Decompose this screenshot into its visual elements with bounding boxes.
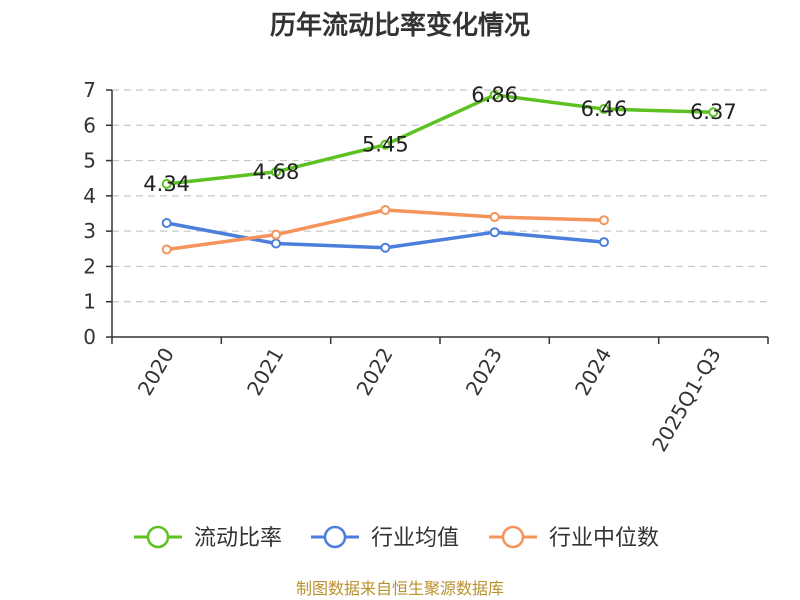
data-label: 6.46: [581, 97, 628, 121]
legend-item-1[interactable]: 流动比率: [134, 525, 282, 551]
data-label: 4.68: [253, 160, 300, 184]
y-tick-label: 3: [83, 219, 96, 243]
data-point: [161, 178, 172, 189]
axes: [106, 89, 769, 344]
x-tick-label: 2020: [133, 344, 179, 400]
data-point: [380, 139, 391, 150]
legend-label: 流动比率: [194, 526, 282, 551]
x-axis-ticks: 2020 2021 2022 2023 2024 2025Q1-Q3: [133, 343, 726, 455]
data-point: [271, 229, 281, 240]
data-point: [599, 104, 609, 115]
series-line-1: [166, 93, 714, 186]
data-point: [161, 218, 172, 229]
data-point: [271, 238, 281, 249]
y-tick-label: 0: [83, 325, 96, 349]
data-point: [489, 212, 500, 223]
data-point: [380, 204, 391, 215]
data-point: [161, 244, 172, 255]
legend[interactable]: 流动比率 行业均值 行业中位数: [134, 525, 659, 551]
y-tick-label: 4: [83, 184, 96, 208]
legend-label: 行业中位数: [549, 526, 659, 551]
data-point: [599, 237, 609, 248]
series-lines: [161, 89, 719, 255]
y-tick-label: 6: [83, 113, 96, 137]
data-point: [489, 89, 500, 100]
legend-item-2[interactable]: 行业均值: [311, 525, 459, 551]
chart-title: 历年流动比率变化情况: [270, 10, 530, 41]
data-point: [599, 215, 609, 226]
data-label: 5.45: [362, 133, 409, 157]
x-tick-label: 2023: [461, 343, 507, 399]
y-tick-label: 2: [83, 254, 96, 278]
x-tick-label: 2024: [570, 344, 616, 400]
legend-marker: [146, 525, 170, 549]
y-tick-label: 5: [83, 149, 96, 173]
data-label: 6.37: [690, 100, 737, 124]
y-tick-label: 1: [83, 290, 96, 314]
legend-item-3[interactable]: 行业中位数: [489, 525, 659, 551]
legend-marker: [323, 525, 347, 549]
x-tick-label: 2022: [351, 344, 397, 400]
data-label: 4.34: [143, 172, 190, 196]
x-tick-label: 2021: [242, 344, 288, 400]
data-point: [489, 227, 500, 238]
source-note: 制图数据来自恒生聚源数据库: [296, 579, 504, 598]
data-labels: 4.34 4.68 5.45 6.86 6.46 6.37: [143, 83, 736, 196]
data-point: [271, 166, 281, 177]
data-label: 6.86: [471, 83, 518, 107]
legend-marker: [501, 525, 525, 549]
data-point: [380, 242, 391, 253]
x-tick-label: 2025Q1-Q3: [647, 344, 726, 456]
data-point: [708, 107, 719, 118]
y-tick-label: 7: [83, 78, 96, 102]
legend-label: 行业均值: [371, 526, 459, 551]
y-axis-ticks: 0 1 2 3 4 5 6 7: [83, 78, 96, 349]
gridlines: [112, 89, 768, 303]
